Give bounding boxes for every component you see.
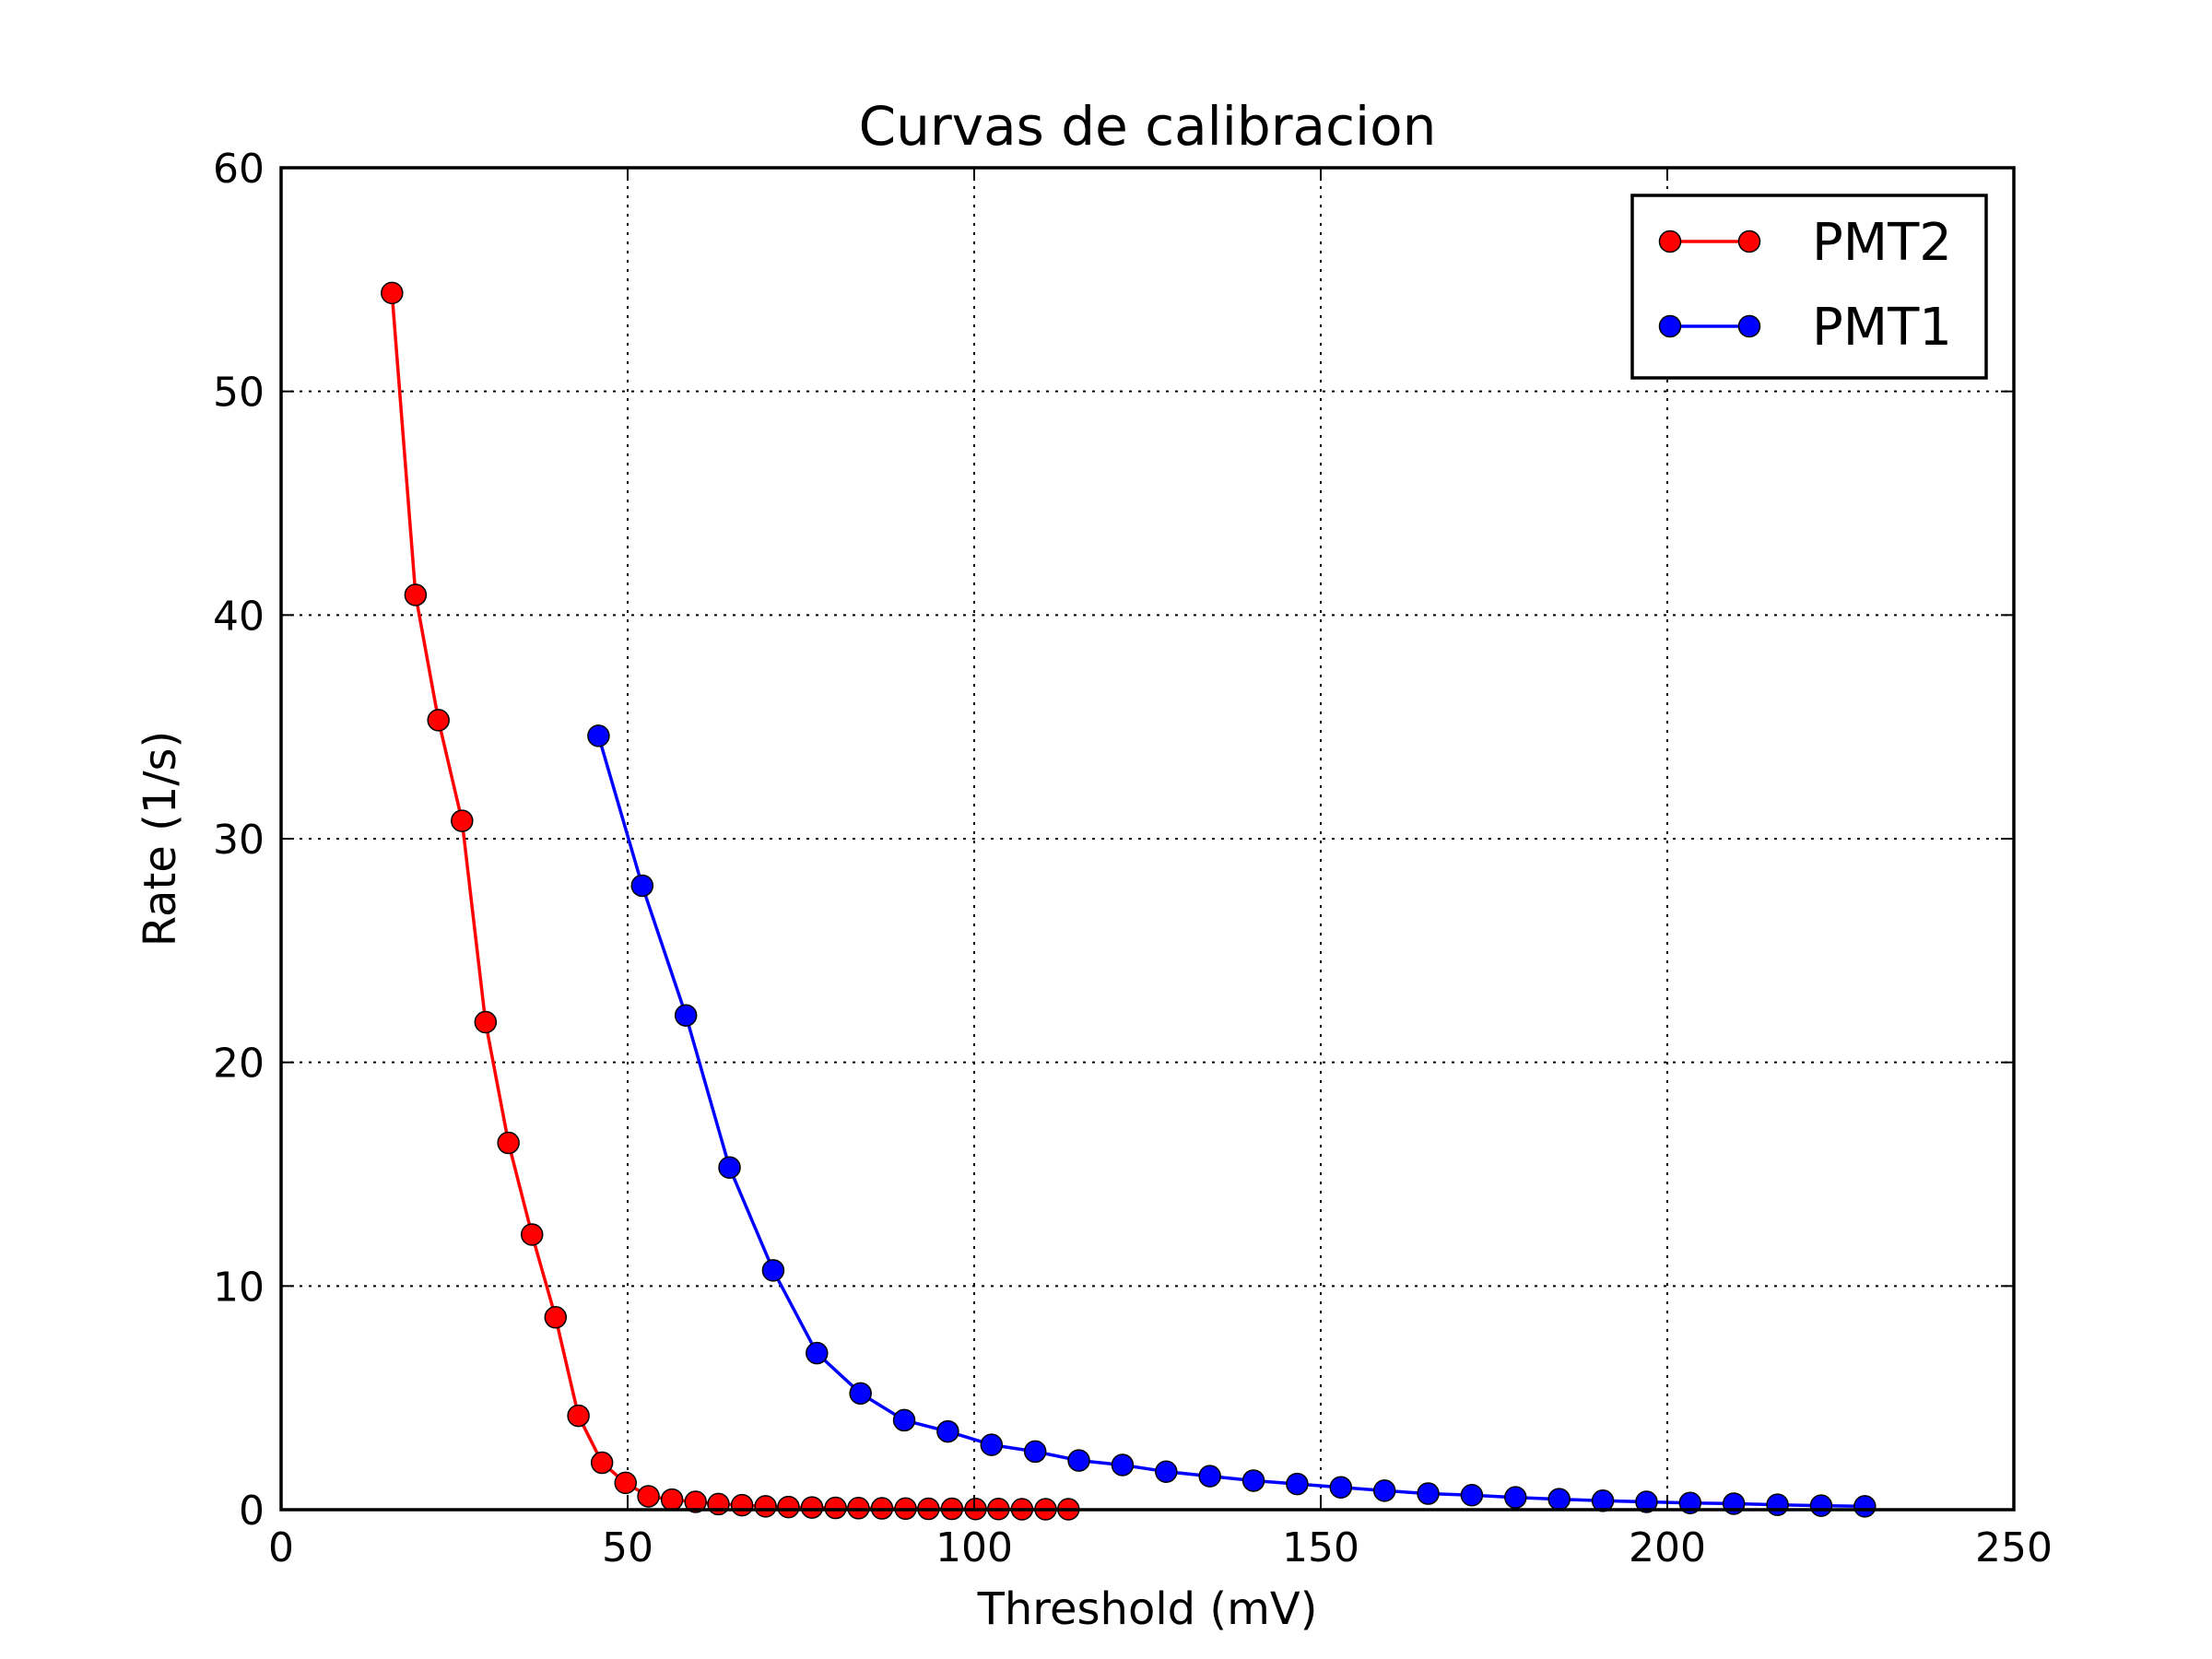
data-point-pmt1 bbox=[980, 1433, 1004, 1456]
data-point-pmt1 bbox=[718, 1156, 741, 1179]
data-point-pmt1 bbox=[849, 1382, 872, 1406]
data-point-pmt1 bbox=[1286, 1472, 1309, 1496]
data-point-pmt2 bbox=[684, 1490, 707, 1513]
data-point-pmt1 bbox=[1853, 1495, 1877, 1518]
y-tick-label: 30 bbox=[213, 817, 265, 864]
data-point-pmt1 bbox=[630, 874, 654, 898]
data-point-pmt1 bbox=[1460, 1483, 1484, 1507]
data-point-pmt2 bbox=[707, 1492, 730, 1516]
x-tick-label: 0 bbox=[268, 1524, 294, 1571]
y-axis-title: Rate (1/s) bbox=[135, 731, 186, 947]
data-point-pmt1 bbox=[892, 1408, 916, 1432]
legend-label-pmt2: PMT2 bbox=[1812, 213, 1952, 273]
data-point-pmt1 bbox=[1198, 1465, 1221, 1488]
y-tick-label: 20 bbox=[213, 1041, 265, 1088]
data-point-pmt2 bbox=[474, 1010, 498, 1034]
data-point-pmt1 bbox=[1547, 1488, 1571, 1511]
data-point-pmt1 bbox=[936, 1419, 959, 1443]
data-point-pmt1 bbox=[1591, 1489, 1615, 1512]
x-tick-label: 150 bbox=[1282, 1524, 1359, 1571]
data-point-pmt2 bbox=[590, 1451, 614, 1475]
data-point-pmt2 bbox=[824, 1496, 847, 1520]
legend: PMT2 PMT1 bbox=[1630, 194, 1988, 380]
legend-box bbox=[1630, 194, 1988, 380]
legend-marker-pmt1 bbox=[1658, 314, 1682, 338]
legend-marker-pmt2 bbox=[1737, 229, 1761, 253]
data-point-pmt2 bbox=[404, 583, 428, 606]
x-tick-label: 200 bbox=[1629, 1524, 1706, 1571]
data-point-pmt2 bbox=[520, 1223, 544, 1246]
data-point-pmt2 bbox=[754, 1495, 777, 1518]
y-tick-label: 50 bbox=[213, 370, 265, 417]
legend-marker-pmt1 bbox=[1737, 314, 1761, 338]
y-tick-label: 60 bbox=[213, 146, 265, 193]
data-point-pmt2 bbox=[567, 1404, 590, 1428]
data-point-pmt2 bbox=[730, 1493, 754, 1517]
data-point-pmt2 bbox=[451, 809, 474, 832]
data-point-pmt2 bbox=[660, 1488, 684, 1512]
x-tick-label: 50 bbox=[602, 1524, 653, 1571]
x-tick-label: 250 bbox=[1975, 1524, 2053, 1571]
data-point-pmt1 bbox=[587, 724, 610, 747]
grid-lines bbox=[281, 168, 2014, 1510]
data-point-pmt1 bbox=[1372, 1479, 1396, 1502]
data-point-pmt1 bbox=[1155, 1460, 1178, 1483]
data-point-pmt2 bbox=[614, 1471, 637, 1495]
data-point-pmt1 bbox=[1635, 1490, 1658, 1513]
data-point-pmt1 bbox=[1241, 1469, 1265, 1492]
y-tick-label: 10 bbox=[213, 1264, 265, 1311]
data-point-pmt1 bbox=[1809, 1494, 1833, 1517]
data-point-pmt2 bbox=[777, 1495, 800, 1519]
legend-label-pmt1: PMT1 bbox=[1812, 298, 1952, 358]
data-point-pmt2 bbox=[637, 1485, 660, 1508]
data-point-pmt2 bbox=[427, 709, 450, 732]
data-point-pmt1 bbox=[1329, 1476, 1353, 1499]
data-point-pmt1 bbox=[1111, 1453, 1135, 1477]
data-point-pmt1 bbox=[1504, 1486, 1527, 1509]
chart-title: Curvas de calibracion bbox=[859, 95, 1437, 158]
data-point-pmt2 bbox=[544, 1306, 568, 1329]
data-point-pmt2 bbox=[800, 1496, 824, 1519]
x-tick-label: 100 bbox=[935, 1524, 1013, 1571]
data-series bbox=[381, 281, 1877, 1521]
y-tick-label: 0 bbox=[239, 1488, 265, 1535]
data-point-pmt2 bbox=[497, 1131, 520, 1155]
legend-marker-pmt2 bbox=[1658, 229, 1682, 253]
data-point-pmt1 bbox=[1417, 1482, 1440, 1505]
data-point-pmt1 bbox=[1766, 1493, 1789, 1516]
data-point-pmt1 bbox=[674, 1004, 698, 1027]
axis-ticks: 0 50 100 150 200 250 0 10 20 30 40 50 60 bbox=[213, 146, 2053, 1571]
data-point-pmt1 bbox=[1067, 1449, 1090, 1472]
data-point-pmt1 bbox=[806, 1341, 829, 1365]
x-axis-title: Threshold (mV) bbox=[977, 1583, 1318, 1635]
y-tick-label: 40 bbox=[213, 593, 265, 640]
data-point-pmt2 bbox=[381, 281, 404, 305]
data-point-pmt1 bbox=[1023, 1440, 1047, 1464]
data-point-pmt1 bbox=[761, 1259, 785, 1282]
